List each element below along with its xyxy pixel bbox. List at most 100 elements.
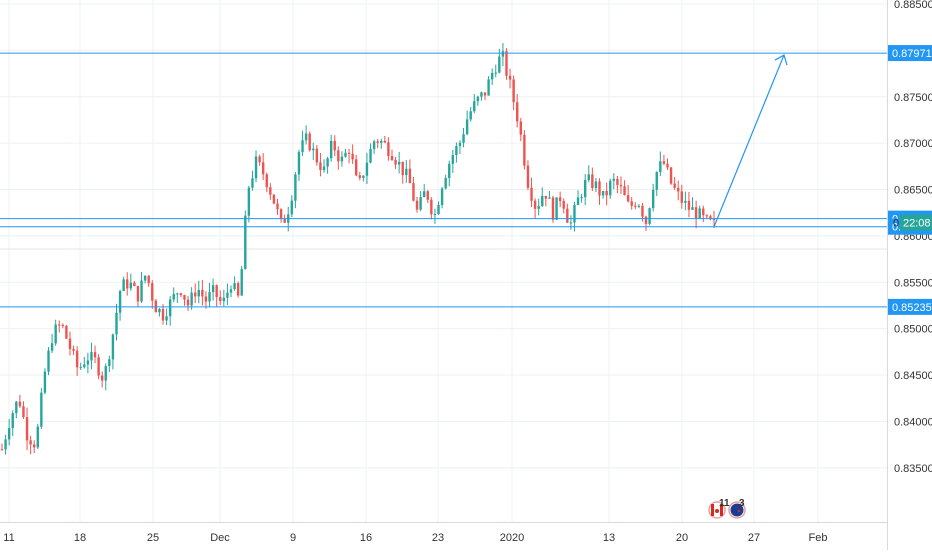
candle-body [462, 134, 464, 143]
candle-body [698, 208, 700, 218]
candle-body [144, 276, 146, 281]
candle-body [337, 150, 339, 161]
candle-body [65, 326, 67, 339]
candle-body [334, 141, 336, 150]
time-tick-label: 23 [432, 532, 444, 544]
candle-body [484, 92, 486, 95]
price-axis[interactable]: 0.885000.880000.875000.870000.865000.860… [888, 0, 932, 550]
candle-body [308, 134, 310, 151]
candle-body [183, 295, 185, 300]
flag-stripe [711, 504, 714, 516]
candle-body [26, 417, 28, 440]
candle-body [373, 141, 375, 149]
candle-body [80, 367, 82, 368]
candle-body [87, 361, 89, 365]
chart-grid [0, 0, 887, 522]
candle-body [656, 172, 658, 190]
candle-body [244, 216, 246, 269]
candle-body [391, 156, 393, 160]
candle-body [512, 80, 514, 103]
candle-body [219, 297, 221, 301]
candle-body [323, 167, 325, 170]
candle-body [366, 163, 368, 176]
candle-body [502, 51, 504, 56]
candle-body [448, 164, 450, 178]
projection-arrow[interactable] [714, 55, 787, 227]
candle-body [22, 406, 24, 417]
candle-body [369, 149, 371, 163]
candle-body [376, 141, 378, 142]
candle-body [215, 285, 217, 297]
candle-body [251, 178, 253, 187]
candle-body [670, 167, 672, 183]
candle-body [233, 283, 235, 289]
price-tick-label: 0.87000 [894, 138, 932, 150]
candle-body [620, 185, 622, 186]
candle-body [72, 349, 74, 351]
candle-body [201, 290, 203, 296]
candle-body [122, 279, 124, 291]
candle-body [112, 334, 114, 359]
candle-body [459, 143, 461, 146]
candle-body [187, 300, 189, 306]
candle-body [359, 175, 361, 178]
candle-body [147, 276, 149, 283]
candle-body [691, 207, 693, 210]
candle-body [348, 153, 350, 154]
candle-body [226, 293, 228, 298]
candle-body [176, 293, 178, 294]
candle-body [563, 201, 565, 209]
candle-body [537, 206, 539, 209]
candle-body [663, 161, 665, 164]
candle-body [398, 162, 400, 165]
candle-body [555, 197, 557, 219]
candle-body [573, 205, 575, 222]
candle-body [527, 166, 529, 188]
candle-body [241, 269, 243, 295]
candle-body [684, 201, 686, 203]
candle-body [706, 215, 708, 216]
candle-body [47, 351, 49, 372]
candle-body [427, 191, 429, 199]
candle-body [362, 176, 364, 178]
candle-body [230, 289, 232, 292]
time-tick-label: 13 [603, 532, 615, 544]
price-tick-label: 0.84500 [894, 370, 932, 382]
candle-body [602, 191, 604, 196]
candle-body [516, 102, 518, 121]
candle-body [151, 283, 153, 301]
candle-body [312, 149, 314, 151]
flag-star [738, 510, 740, 512]
candle-body [133, 283, 135, 286]
candle-body [326, 158, 328, 166]
candle-body [355, 159, 357, 175]
candle-body [444, 178, 446, 188]
candle-body [645, 217, 647, 224]
candle-body [8, 428, 10, 439]
candle-body [402, 162, 404, 175]
time-tick-label: 18 [74, 532, 86, 544]
price-tick-label: 0.83500 [894, 463, 932, 475]
price-tick-label: 0.87500 [894, 92, 932, 104]
candle-body [713, 219, 715, 220]
candle-body [566, 209, 568, 223]
candle-body [33, 444, 35, 447]
candle-body [344, 153, 346, 157]
candle-body [505, 51, 507, 76]
candle-body [591, 174, 593, 188]
countdown-label: 22:08 [903, 218, 931, 230]
candle-body [62, 325, 64, 326]
candle-body [137, 286, 139, 301]
time-tick-label: 2020 [500, 532, 524, 544]
candle-body [631, 201, 633, 205]
price-tick-label: 0.86500 [894, 185, 932, 197]
time-tick-label: Dec [210, 532, 230, 544]
candle-body [577, 197, 579, 205]
candle-body [609, 181, 611, 195]
candle-body [223, 298, 225, 301]
candle-body [90, 352, 92, 360]
